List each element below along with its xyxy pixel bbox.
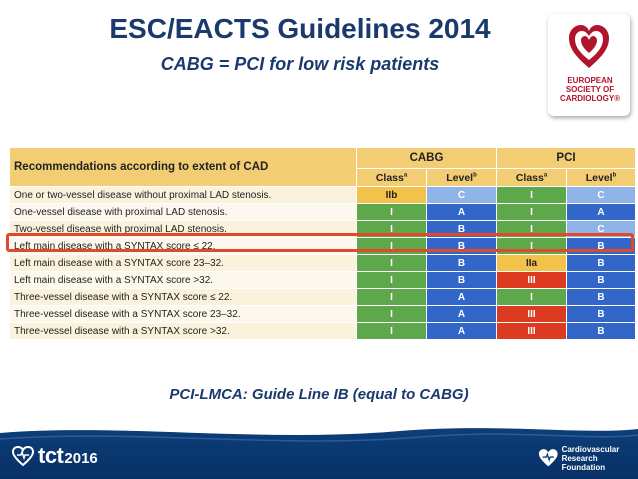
esc-logo: EUROPEAN SOCIETY OF CARDIOLOGY® [548,14,630,116]
cabg-class-cell: IIb [356,186,427,204]
pci-level-cell: B [565,305,637,323]
table-title: Recommendations according to extent of C… [9,147,357,187]
subheader-cabg-class: Classa [356,168,427,187]
cabg-level-cell: B [426,254,497,272]
row-label: One-vessel disease with proximal LAD ste… [9,203,357,221]
table-row: Left main disease with a SYNTAX score 23… [9,254,637,272]
cabg-level-cell: B [426,271,497,289]
row-label: Three-vessel disease with a SYNTAX score… [9,322,357,340]
table-row: Three-vessel disease with a SYNTAX score… [9,288,637,306]
row-label: Three-vessel disease with a SYNTAX score… [9,305,357,323]
group-pci: PCI [495,147,637,169]
highlight-box [6,233,634,252]
table-row: Left main disease with a SYNTAX score >3… [9,271,637,289]
cabg-level-cell: A [426,288,497,306]
subheader-cabg-level: Levelb [426,168,497,187]
cabg-level-cell: A [426,203,497,221]
pci-class-cell: III [496,305,567,323]
row-label: One or two-vessel disease without proxim… [9,186,357,204]
pci-level-cell: A [565,203,637,221]
slide-subtitle: CABG = PCI for low risk patients [160,54,440,74]
cabg-level-cell: C [426,186,497,204]
subheader-pci-class: Classa [496,168,567,187]
pci-level-cell: B [565,288,637,306]
row-label: Three-vessel disease with a SYNTAX score… [9,288,357,306]
crf-logo: Cardiovascular Research Foundation [538,444,638,472]
pci-class-cell: I [496,203,567,221]
crf-heart-icon [538,449,558,467]
cabg-class-cell: I [356,203,427,221]
esc-heart-logo-icon [569,25,609,68]
footer-bar [0,425,638,479]
cabg-class-cell: I [356,254,427,272]
table-row: Three-vessel disease with a SYNTAX score… [9,305,637,323]
cabg-class-cell: I [356,322,427,340]
cabg-level-cell: A [426,305,497,323]
tct-logo: tct 2016 [12,442,98,470]
caption-text: PCI-LMCA: Guide Line IB (equal to CABG) [169,386,469,403]
crf-line-2: Research Foundation [561,453,606,472]
row-label: Left main disease with a SYNTAX score 23… [9,254,357,272]
pci-level-cell: B [565,254,637,272]
pci-level-cell: C [565,186,637,204]
pci-class-cell: IIa [496,254,567,272]
table-row: One-vessel disease with proximal LAD ste… [9,203,637,221]
pci-class-cell: I [496,186,567,204]
logo-line-2: SOCIETY OF [565,85,615,94]
pci-class-cell: I [496,288,567,306]
table-row: Three-vessel disease with a SYNTAX score… [9,322,637,340]
table-row: One or two-vessel disease without proxim… [9,186,637,204]
footer-wave-decoration [0,425,638,442]
subheader-pci-level: Levelb [565,168,637,187]
pci-class-cell: III [496,271,567,289]
cabg-class-cell: I [356,305,427,323]
crf-line-1: Cardiovascular [561,444,620,454]
pci-level-cell: B [565,271,637,289]
cabg-level-cell: A [426,322,497,340]
group-cabg: CABG [356,147,497,169]
row-label: Left main disease with a SYNTAX score >3… [9,271,357,289]
tct-word: tct [38,443,64,468]
pci-class-cell: III [496,322,567,340]
pci-level-cell: B [565,322,637,340]
tct-heart-icon [12,446,34,466]
tct-year: 2016 [64,450,98,467]
cabg-class-cell: I [356,288,427,306]
logo-line-3: CARDIOLOGY® [559,94,621,103]
cabg-class-cell: I [356,271,427,289]
slide-title: ESC/EACTS Guidelines 2014 [109,13,491,44]
logo-line-1: EUROPEAN [567,76,613,85]
